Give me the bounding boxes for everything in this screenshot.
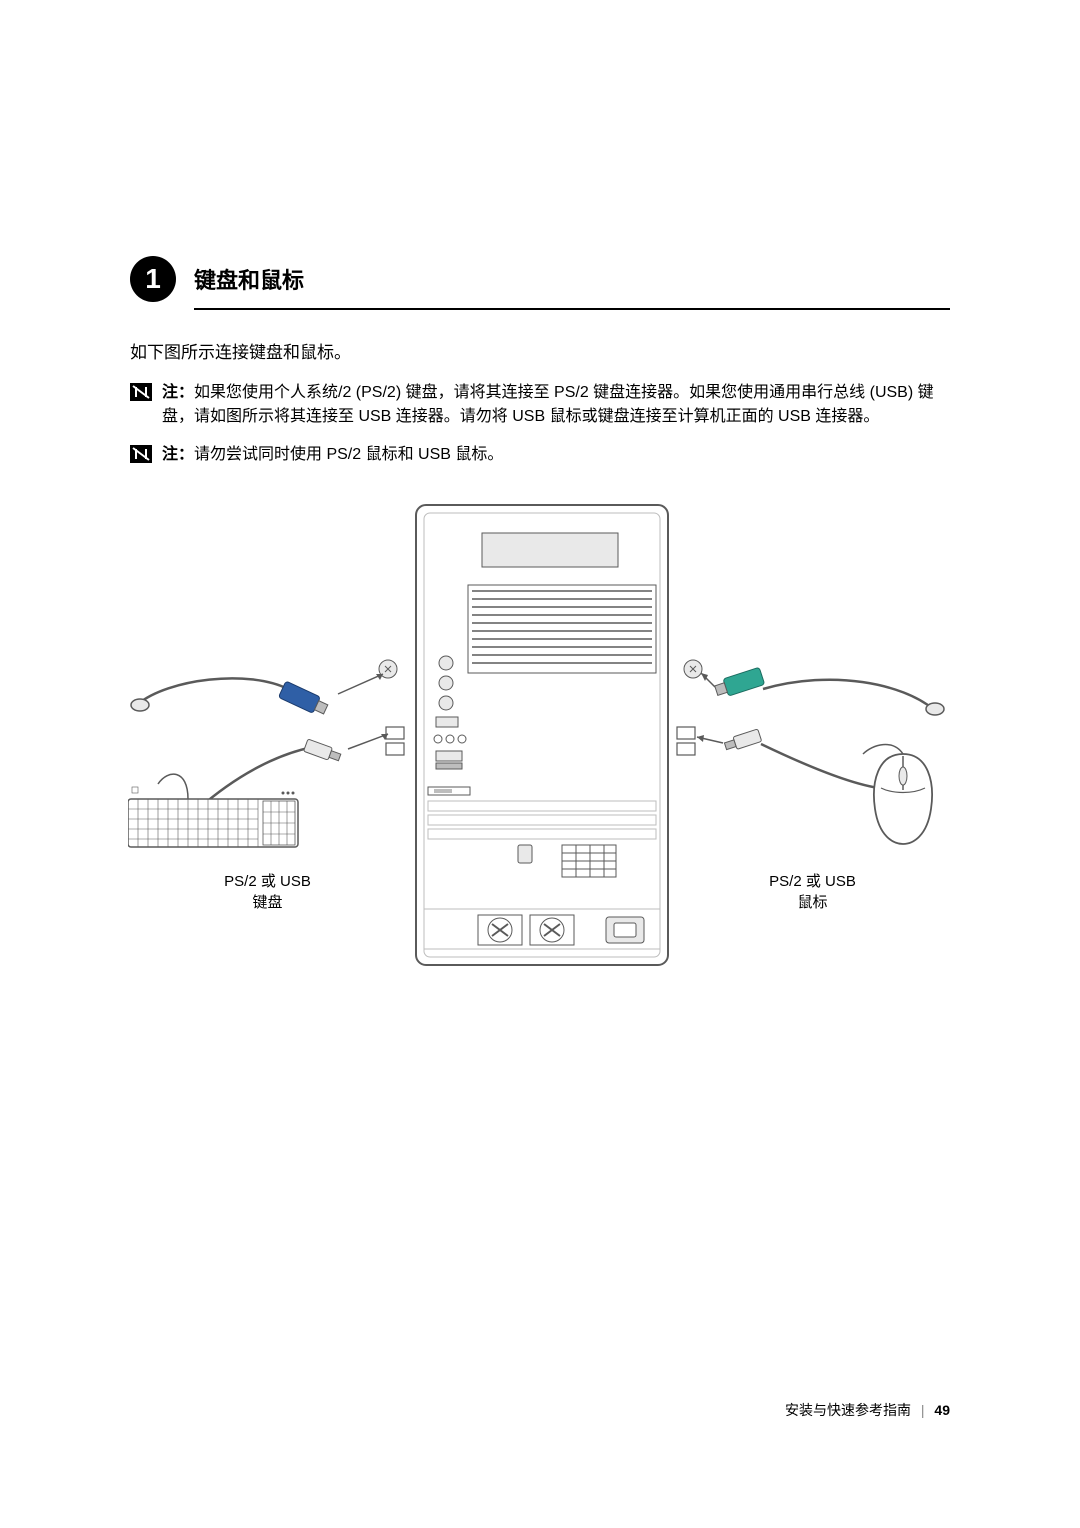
- keyboard-caption: PS/2 或 USB 键盘: [224, 871, 311, 913]
- footer-divider: |: [921, 1402, 925, 1418]
- tower-illustration: [408, 499, 673, 977]
- page-number: 49: [934, 1402, 950, 1418]
- note-icon: [130, 445, 152, 463]
- mouse-illustration: [673, 659, 953, 859]
- note-1-text: 注：如果您使用个人系统/2 (PS/2) 键盘，请将其连接至 PS/2 键盘连接…: [162, 381, 950, 429]
- keyboard-illustration: [128, 659, 408, 859]
- note-icon: [130, 383, 152, 401]
- keyboard-block: PS/2 或 USB 键盘: [128, 659, 408, 977]
- mouse-block: PS/2 或 USB 鼠标: [673, 659, 953, 977]
- note-1-body: 如果您使用个人系统/2 (PS/2) 键盘，请将其连接至 PS/2 键盘连接器。…: [162, 384, 934, 425]
- note-2-body: 请勿尝试同时使用 PS/2 鼠标和 USB 鼠标。: [194, 446, 503, 463]
- footer-text: 安装与快速参考指南: [785, 1402, 911, 1418]
- note-2-text: 注：请勿尝试同时使用 PS/2 鼠标和 USB 鼠标。: [162, 443, 503, 467]
- note-1-label: 注：: [162, 384, 194, 401]
- mouse-caption: PS/2 或 USB 鼠标: [769, 871, 856, 913]
- tower-block: [408, 499, 673, 977]
- section-header: 1 键盘和鼠标: [130, 256, 950, 302]
- mouse-caption-line2: 鼠标: [797, 894, 827, 911]
- section-title: 键盘和鼠标: [194, 263, 304, 295]
- section-rule: [194, 308, 950, 310]
- intro-text: 如下图所示连接键盘和鼠标。: [130, 338, 950, 363]
- note-2-label: 注：: [162, 446, 194, 463]
- keyboard-caption-line1: PS/2 或 USB: [224, 873, 311, 890]
- step-number-badge: 1: [130, 256, 176, 302]
- page-footer: 安装与快速参考指南 | 49: [785, 1400, 950, 1420]
- keyboard-caption-line2: 键盘: [252, 894, 282, 911]
- note-2: 注：请勿尝试同时使用 PS/2 鼠标和 USB 鼠标。: [130, 443, 950, 467]
- mouse-caption-line1: PS/2 或 USB: [769, 873, 856, 890]
- note-1: 注：如果您使用个人系统/2 (PS/2) 键盘，请将其连接至 PS/2 键盘连接…: [130, 381, 950, 429]
- diagram-area: PS/2 或 USB 键盘: [130, 499, 950, 977]
